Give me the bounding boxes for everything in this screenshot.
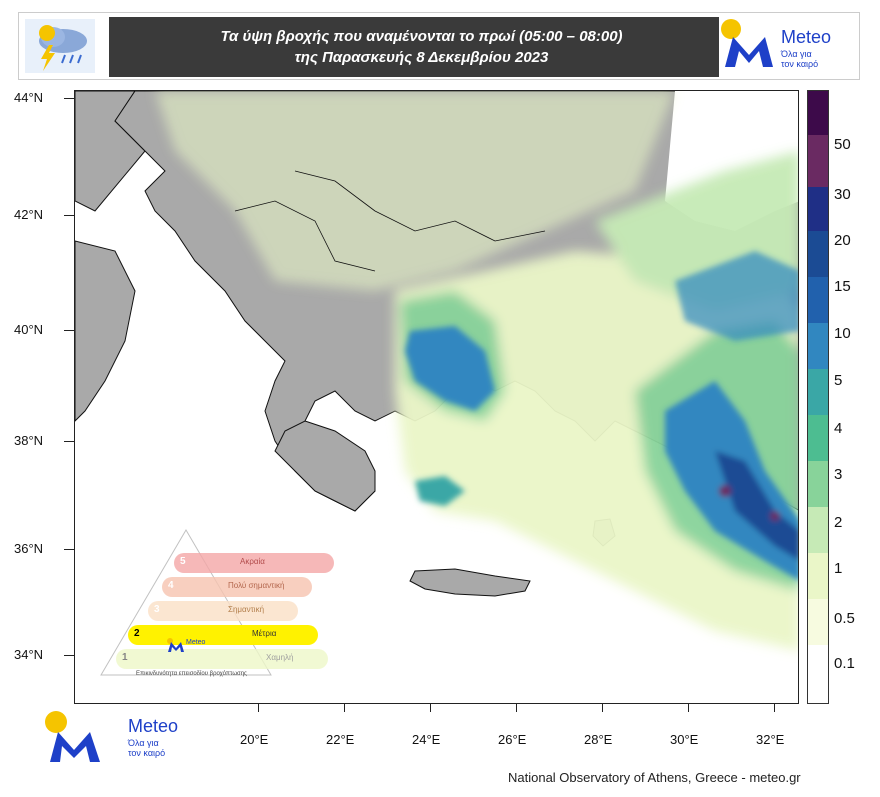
colorbar-label: 0.5 <box>834 610 855 627</box>
rain-vheavy-east <box>715 451 798 560</box>
lon-tick <box>774 704 775 712</box>
colorbar-label: 3 <box>834 466 843 483</box>
colorbar-label: 4 <box>834 420 843 437</box>
header-title: Τα ύψη βροχής που αναμένονται το πρωί (0… <box>109 17 734 77</box>
colorbar-segment <box>808 135 828 187</box>
lon-label-26: 26°E <box>498 732 527 747</box>
lon-tick <box>430 704 431 712</box>
lon-label-28: 28°E <box>584 732 613 747</box>
warning-level-4-bar: 4 Πολύ σημαντική <box>162 577 312 597</box>
warning-level-1-bar: 1 Χαμηλή <box>116 649 328 669</box>
colorbar-label: 2 <box>834 514 843 531</box>
colorbar-label: 1 <box>834 560 843 577</box>
colorbar <box>807 90 829 704</box>
meteo-logo-mark-icon <box>721 19 773 67</box>
lat-tick <box>64 441 74 442</box>
title-line-2: της Παρασκευής 8 Δεκεμβρίου 2023 <box>294 49 549 66</box>
header-banner: Τα ύψη βροχής που αναμένονται το πρωί (0… <box>18 12 860 80</box>
warning-level-5-bar: 5 Ακραία <box>174 553 334 573</box>
colorbar-segment <box>808 461 828 507</box>
lon-label-22: 22°E <box>326 732 355 747</box>
land-italy-south <box>75 240 136 422</box>
warning-scale-inset: 5 Ακραία 4 Πολύ σημαντική 3 Σημαντική 2 … <box>96 525 336 685</box>
warning-scale-caption: Επικινδυνότητα επεισοδίου βροχόπτωσης <box>136 671 247 677</box>
colorbar-label: 50 <box>834 136 851 153</box>
lon-label-24: 24°E <box>412 732 441 747</box>
rain-heavy-thessaly <box>405 326 495 411</box>
land-crete <box>409 568 531 597</box>
warning-level-2-bar: 2 Μέτρια <box>128 625 318 645</box>
colorbar-segment <box>808 323 828 369</box>
colorbar-label: 10 <box>834 325 851 342</box>
colorbar-segment <box>808 277 828 323</box>
rain-mod-n-turkey <box>675 251 798 341</box>
lon-tick <box>602 704 603 712</box>
credit-text: National Observatory of Athens, Greece -… <box>508 770 801 785</box>
lat-tick <box>64 655 74 656</box>
colorbar-segment <box>808 369 828 415</box>
colorbar-segment <box>808 415 828 461</box>
meteo-logo[interactable]: Meteo Όλα για τον καιρό <box>719 17 855 77</box>
rain-light-north <box>155 91 675 291</box>
colorbar-label: 0.1 <box>834 655 855 672</box>
colorbar-segment <box>808 507 828 553</box>
land-peloponnese <box>274 420 376 512</box>
lon-label-32: 32°E <box>756 732 785 747</box>
colorbar-segment <box>808 645 828 703</box>
lon-tick <box>688 704 689 712</box>
colorbar-segment <box>808 599 828 645</box>
lat-label-44: 44°N <box>14 90 44 105</box>
lon-tick <box>516 704 517 712</box>
colorbar-segment <box>808 91 828 135</box>
lat-tick <box>64 215 74 216</box>
colorbar-segment <box>808 553 828 599</box>
lon-tick <box>344 704 345 712</box>
colorbar-label: 15 <box>834 278 851 295</box>
colorbar-label: 20 <box>834 232 851 249</box>
title-line-1: Τα ύψη βροχής που αναμένονται το πρωί (0… <box>220 28 623 45</box>
warning-level-3-bar: 3 Σημαντική <box>148 601 298 621</box>
rainfall-map[interactable] <box>74 90 799 704</box>
meteo-footer-logo-text: Meteo <box>128 716 179 736</box>
meteo-logo-text: Meteo <box>781 27 832 47</box>
colorbar-label: 30 <box>834 186 851 203</box>
lat-label-42: 42°N <box>14 207 44 222</box>
meteo-footer-logo[interactable]: Meteo Όλα για τον καιρό <box>40 708 200 768</box>
meteo-logo-tagline: Όλα για τον καιρό <box>781 49 819 69</box>
lat-label-40: 40°N <box>14 322 44 337</box>
rain-cycladic <box>415 476 465 506</box>
meteo-mini-logo-icon <box>167 638 184 652</box>
lon-tick <box>258 704 259 712</box>
colorbar-segment <box>808 231 828 277</box>
lon-label-20: 20°E <box>240 732 269 747</box>
lat-label-36: 36°N <box>14 541 44 556</box>
rain-cloud-lightning-icon <box>25 19 95 73</box>
meteo-footer-logo-mark-icon <box>45 711 100 762</box>
colorbar-segment <box>808 187 828 231</box>
colorbar-label: 5 <box>834 372 843 389</box>
lat-label-38: 38°N <box>14 433 44 448</box>
lat-tick <box>64 549 74 550</box>
meteo-footer-tagline: Όλα για τον καιρό <box>128 738 166 758</box>
lon-label-30: 30°E <box>670 732 699 747</box>
lat-tick <box>64 98 74 99</box>
warning-scale-logo: Meteo <box>166 637 206 655</box>
lat-label-34: 34°N <box>14 647 44 662</box>
lat-tick <box>64 330 74 331</box>
